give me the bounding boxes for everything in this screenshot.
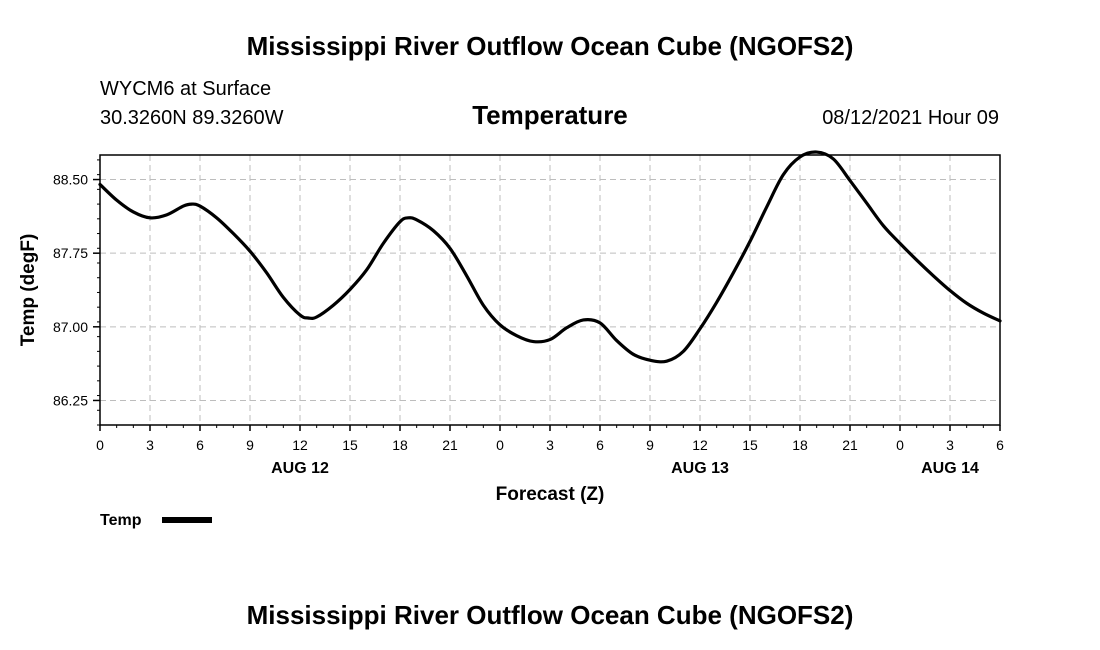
coordinates-label: 30.3260N 89.3260W [100,107,284,129]
x-tick-label: 12 [692,437,708,453]
grid [100,155,1000,425]
main-title: Mississippi River Outflow Ocean Cube (NG… [247,31,854,61]
footer-title: Mississippi River Outflow Ocean Cube (NG… [247,600,854,630]
x-axis-label: Forecast (Z) [496,484,605,505]
x-tick-label: 9 [246,437,254,453]
date-label: AUG 14 [921,460,979,477]
ticks [93,159,1001,431]
y-tick-label: 87.00 [53,319,88,335]
temp-series-line [98,150,1002,364]
x-tick-label: 6 [596,437,604,453]
y-tick-label: 86.25 [53,392,88,408]
y-tick-label: 88.50 [53,172,88,188]
legend-label: Temp [100,512,142,529]
x-tick-label: 15 [742,437,758,453]
x-tick-label: 9 [646,437,654,453]
x-tick-label: 12 [292,437,308,453]
station-label: WYCM6 at Surface [100,78,271,100]
x-tick-label: 6 [196,437,204,453]
x-tick-label: 3 [946,437,954,453]
x-tick-label: 6 [996,437,1004,453]
y-tick-label: 87.75 [53,245,88,261]
datetime-label: 08/12/2021 Hour 09 [822,107,999,129]
x-tick-label: 21 [442,437,458,453]
x-tick-label: 15 [342,437,358,453]
date-label: AUG 13 [671,460,729,477]
x-tick-label: 0 [496,437,504,453]
x-tick-label: 3 [546,437,554,453]
y-axis-label: Temp (degF) [18,234,39,347]
x-tick-label: 21 [842,437,858,453]
date-label: AUG 12 [271,460,329,477]
series-layer [98,150,1002,364]
x-tick-label: 18 [392,437,408,453]
legend: Temp [100,512,212,529]
x-tick-label: 0 [896,437,904,453]
variable-title: Temperature [472,100,628,130]
x-tick-label: 18 [792,437,808,453]
x-tick-label: 3 [146,437,154,453]
x-tick-label: 0 [96,437,104,453]
tick-labels: 0 3 6 9 12 15 18 21 0 3 6 9 12 15 18 21 0 3 6 86.25 87.00 87.… [53,172,1004,477]
